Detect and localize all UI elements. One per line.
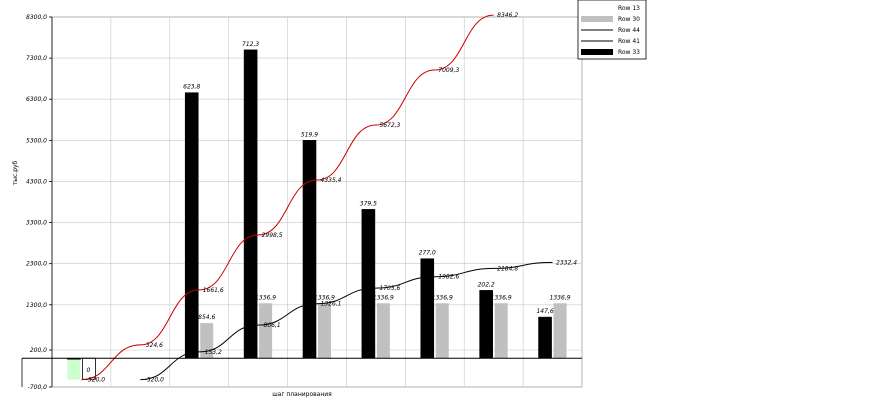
data-label-row44: 806,1 <box>264 322 281 329</box>
legend: Row 13 Row 30 Row 44 Row 41 Row 33 <box>577 0 647 60</box>
y-tick-label: 1300,0 <box>26 302 47 309</box>
bar-row33 <box>420 258 435 359</box>
y-tick-label: 2300,0 <box>26 261 47 268</box>
bar-row33 <box>538 316 552 359</box>
data-label-row41: 1661,6 <box>203 287 224 294</box>
data-label-row44: 1705,6 <box>379 285 400 292</box>
legend-entry: Row 44 <box>618 27 640 34</box>
line-layer <box>81 14 553 381</box>
bar-row33 <box>302 140 317 359</box>
data-label-row41: 5672,3 <box>379 122 400 129</box>
y-tick-label: 3300,0 <box>26 220 47 227</box>
y-tick-label: 200,0 <box>30 347 47 354</box>
data-label-row44: 153,2 <box>205 349 222 356</box>
data-label-row44: 2184,8 <box>497 265 518 272</box>
bar-row33 <box>243 49 258 359</box>
data-label-row30: 1336,9 <box>314 294 335 301</box>
y-tick-label: 8300,0 <box>26 14 47 21</box>
data-label-row33: 0 <box>87 367 91 374</box>
x-axis-title: шаг планирования <box>272 391 332 398</box>
y-tick-label: 5300,0 <box>26 137 47 144</box>
y-axis-title: тыс.руб <box>12 160 19 185</box>
bar-row30 <box>376 303 390 359</box>
data-label-row44: 1326,1 <box>321 301 342 308</box>
data-label-row30: 1336,9 <box>432 294 453 301</box>
label-layer: 854,6 1336,9 1336,9 1336,9 1336,9 1336,9 1336,… <box>86 12 577 383</box>
legend-swatch <box>581 16 613 22</box>
data-label-row33: 623,8 <box>183 84 200 91</box>
data-label-row44: 1982,6 <box>438 274 459 281</box>
data-label-row30: 854,6 <box>198 314 215 321</box>
legend-swatch <box>581 49 613 55</box>
bar-row30 <box>259 303 273 359</box>
data-label-row44: -520,0 <box>145 377 165 384</box>
data-label-row33: 147,6 <box>536 308 553 315</box>
bar-row30 <box>318 303 331 359</box>
data-label-row33: 202,2 <box>478 281 495 288</box>
bar-row33 <box>361 209 376 359</box>
legend-entry: Row 13 <box>618 5 640 12</box>
data-label-row33: 277,0 <box>419 250 436 257</box>
legend-entry: Row 30 <box>618 16 640 23</box>
y-tick-label: -700,0 <box>28 384 48 391</box>
data-label-row41: 2998,5 <box>262 232 283 239</box>
data-label-row30: 1336,9 <box>550 294 571 301</box>
data-label-row41: 4335,4 <box>321 177 342 184</box>
bar-row13 <box>67 358 81 380</box>
line-row41 <box>81 14 494 381</box>
legend-entry: Row 33 <box>618 49 640 56</box>
bar-row30 <box>435 303 449 359</box>
line-row44 <box>140 261 553 381</box>
data-label-row41: 8346,2 <box>497 12 518 19</box>
y-tick-label: 4300,0 <box>26 178 47 185</box>
legend-entry: Row 41 <box>618 38 640 45</box>
data-label-row30: 1336,9 <box>373 294 394 301</box>
bar-row30 <box>553 303 567 359</box>
data-label-row33: 519,9 <box>301 131 318 138</box>
bar-row30 <box>494 303 508 359</box>
data-label-row33: 379,5 <box>360 200 377 207</box>
data-label-row41: -520,0 <box>86 377 106 384</box>
bar-layer <box>67 49 567 380</box>
grid-layer <box>51 16 583 388</box>
data-label-row41: 324,6 <box>146 342 163 349</box>
data-label-row30: 1336,9 <box>255 294 276 301</box>
data-label-row30: 1336,9 <box>491 294 512 301</box>
data-label-row44: 2332,4 <box>556 259 577 266</box>
y-tick-label: 6300,0 <box>26 96 47 103</box>
data-label-row41: 7009,3 <box>438 67 459 74</box>
bar-row33 <box>184 92 199 359</box>
y-tick-label: 7300,0 <box>26 55 47 62</box>
bar-row30 <box>200 323 214 359</box>
data-label-row33: 712,3 <box>242 41 259 48</box>
axis-layer: -700,0 200,0 1300,0 2300,0 3300,0 4300,0 5300,… <box>21 14 582 391</box>
